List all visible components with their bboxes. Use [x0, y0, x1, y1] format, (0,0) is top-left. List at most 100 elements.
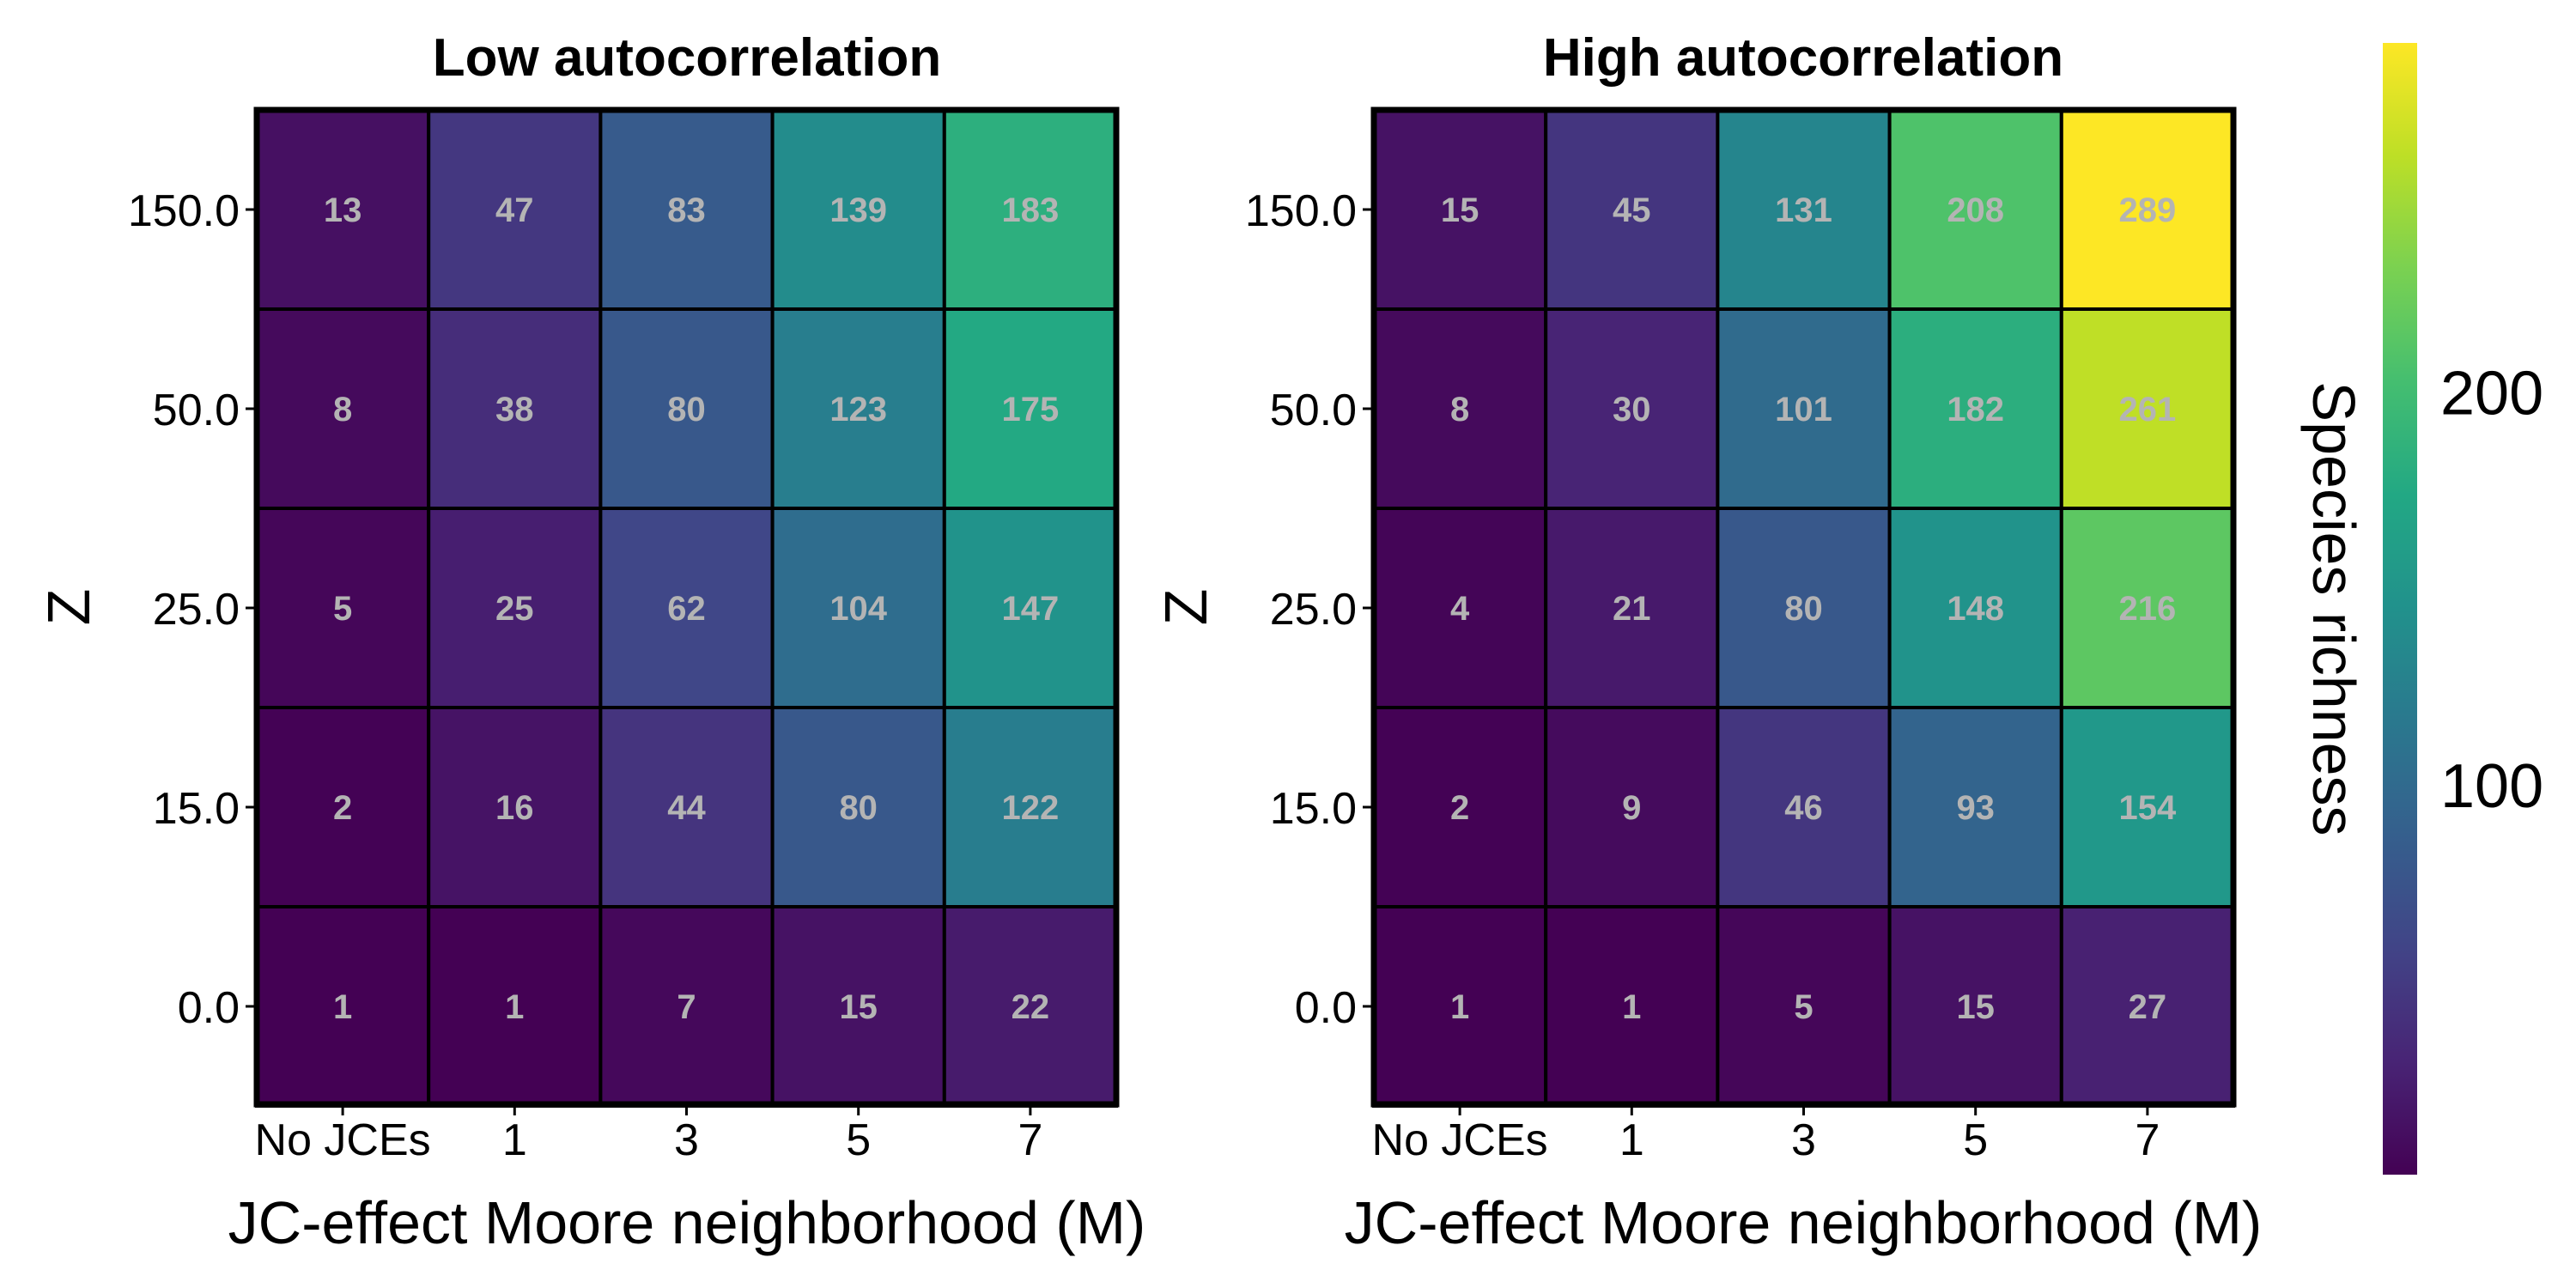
colorbar-label: Species richness [2300, 381, 2367, 835]
heatmap-cell [942, 706, 1119, 908]
colorbar-scale [2383, 43, 2417, 1175]
heatmap-cell [427, 706, 603, 908]
x-tick-label: 3 [1791, 1115, 1816, 1165]
heatmap-cell [1544, 307, 1720, 510]
cell-value-label: 148 [1947, 590, 2004, 628]
cell-value-label: 15 [839, 988, 878, 1026]
heatmap-cell [1716, 905, 1892, 1108]
cell-value-label: 2 [1450, 789, 1469, 827]
x-tick-label: 3 [674, 1115, 699, 1165]
cell-value-label: 101 [1775, 391, 1832, 428]
y-tick-label: 15.0 [153, 784, 240, 834]
cell-value-label: 45 [1613, 191, 1651, 229]
cell-value-label: 289 [2119, 191, 2177, 229]
heatmap-cell [1716, 307, 1892, 510]
y-tick-label: 25.0 [1270, 585, 1357, 635]
y-tick-label: 150.0 [1245, 186, 1357, 236]
cell-value-label: 104 [829, 590, 887, 628]
cell-value-label: 25 [495, 590, 534, 628]
heatmap-cell [1544, 706, 1720, 908]
cell-value-label: 261 [2119, 391, 2177, 428]
y-axis-label: Z [1152, 589, 1219, 626]
cell-value-label: 44 [667, 789, 706, 827]
cell-value-label: 8 [333, 391, 352, 428]
cell-value-label: 21 [1613, 590, 1651, 628]
cell-value-label: 7 [677, 988, 696, 1026]
cell-value-label: 123 [829, 391, 887, 428]
x-tick-label: 7 [2135, 1115, 2160, 1165]
y-tick-label: 25.0 [153, 585, 240, 635]
heatmap-cell [427, 108, 603, 311]
cell-value-label: 5 [1794, 988, 1813, 1026]
heatmap-cell [1372, 905, 1548, 1108]
cell-value-label: 16 [495, 789, 534, 827]
y-tick-label: 0.0 [178, 983, 240, 1033]
heatmap-cell [427, 905, 603, 1108]
heatmap-cell [942, 307, 1119, 510]
cell-value-label: 47 [495, 191, 534, 229]
cell-value-label: 22 [1012, 988, 1050, 1026]
cell-value-label: 1 [1622, 988, 1641, 1026]
panel-title: High autocorrelation [1543, 28, 2063, 88]
y-tick-label: 0.0 [1295, 983, 1357, 1033]
cell-value-label: 154 [2119, 789, 2177, 827]
x-tick-label: No JCEs [1372, 1115, 1548, 1165]
heatmap-cell [2059, 507, 2236, 709]
cell-value-label: 80 [839, 789, 878, 827]
heatmap-cell [1887, 706, 2063, 908]
cell-value-label: 208 [1947, 191, 2004, 229]
cell-value-label: 131 [1775, 191, 1832, 229]
heatmap-cell [1372, 706, 1548, 908]
heatmap-cell [1887, 108, 2063, 311]
cell-value-label: 27 [2129, 988, 2167, 1026]
heatmap-cell [255, 905, 431, 1108]
y-tick-label: 50.0 [153, 386, 240, 435]
cell-value-label: 147 [1002, 590, 1060, 628]
heatmap-cell [1372, 307, 1548, 510]
cell-value-label: 15 [1956, 988, 1995, 1026]
cell-value-label: 182 [1947, 391, 2004, 428]
heatmap-cell [1372, 507, 1548, 709]
cell-value-label: 9 [1622, 789, 1641, 827]
y-axis-label: Z [35, 589, 102, 626]
y-tick-label: 50.0 [1270, 386, 1357, 435]
x-tick-label: 7 [1018, 1115, 1042, 1165]
heatmap-cell [770, 706, 946, 908]
cell-value-label: 8 [1450, 391, 1469, 428]
cell-value-label: 80 [667, 391, 706, 428]
colorbar-tick-label: 200 [2440, 359, 2543, 428]
y-tick-label: 15.0 [1270, 784, 1357, 834]
cell-value-label: 38 [495, 391, 534, 428]
x-tick-label: 5 [1963, 1115, 1988, 1165]
colorbar: 100 200 Species richness [2300, 43, 2543, 1175]
heatmap-cell [427, 507, 603, 709]
heatmap-cell [1544, 108, 1720, 311]
x-tick-label: No JCEs [255, 1115, 431, 1165]
x-axis-label: JC-effect Moore neighborhood (M) [1345, 1189, 2263, 1256]
heatmap-cell [2059, 307, 2236, 510]
x-tick-label: 1 [1619, 1115, 1644, 1165]
cell-value-label: 15 [1441, 191, 1479, 229]
heatmap-cell [770, 507, 946, 709]
cell-value-label: 13 [324, 191, 362, 229]
x-tick-label: 5 [846, 1115, 871, 1165]
cell-value-label: 1 [333, 988, 352, 1026]
cell-value-label: 62 [667, 590, 706, 628]
cell-value-label: 30 [1613, 391, 1651, 428]
cell-value-label: 1 [1450, 988, 1469, 1026]
heatmap-cell [942, 905, 1119, 1108]
cell-value-label: 122 [1002, 789, 1060, 827]
cell-value-label: 175 [1002, 391, 1060, 428]
heatmap-cell [1716, 507, 1892, 709]
cell-value-label: 5 [333, 590, 352, 628]
cell-value-label: 80 [1784, 590, 1823, 628]
cell-value-label: 83 [667, 191, 706, 229]
cell-value-label: 1 [505, 988, 524, 1026]
cell-value-label: 46 [1784, 789, 1823, 827]
heatmap-cell [598, 706, 775, 908]
heatmap-cell [598, 307, 775, 510]
y-tick-label: 150.0 [128, 186, 240, 236]
